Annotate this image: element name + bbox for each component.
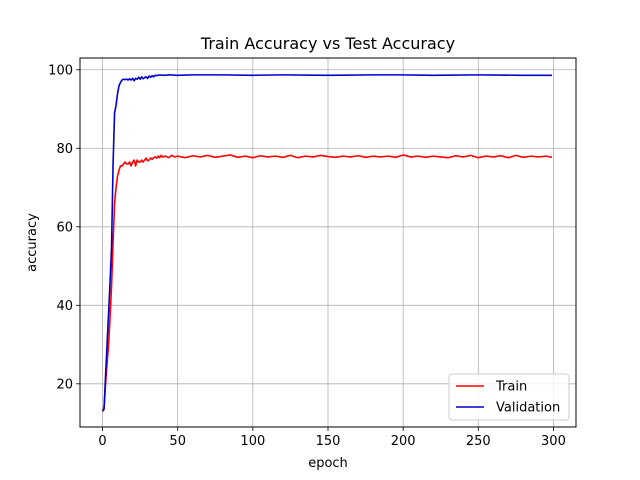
x-axis-label: epoch	[308, 456, 348, 471]
series-line-validation	[101, 74, 552, 412]
x-tick-label: 250	[466, 434, 491, 449]
chart-title: Train Accuracy vs Test Accuracy	[200, 34, 455, 53]
x-tick-label: 300	[541, 434, 566, 449]
series-layer	[101, 74, 553, 412]
y-tick-label: 60	[56, 220, 73, 235]
x-tick-label: 50	[169, 434, 186, 449]
y-tick-label: 100	[48, 63, 73, 78]
x-tick-label: 0	[98, 434, 106, 449]
legend-label-validation: Validation	[496, 401, 560, 416]
legend-label-train: Train	[495, 380, 527, 395]
x-tick-label: 200	[391, 434, 416, 449]
legend: Train Validation	[448, 373, 570, 421]
series-line-train	[101, 154, 553, 412]
y-tick-label: 20	[56, 377, 73, 392]
y-axis-label: accuracy	[25, 213, 40, 272]
y-tick-label: 40	[56, 299, 73, 314]
x-tick-label: 150	[316, 434, 341, 449]
y-tick-label: 80	[56, 142, 73, 157]
ticks: 0 50 100 150 200 250 300 20 40 60 80 100	[48, 63, 566, 449]
grid	[80, 58, 576, 427]
x-tick-label: 100	[240, 434, 265, 449]
